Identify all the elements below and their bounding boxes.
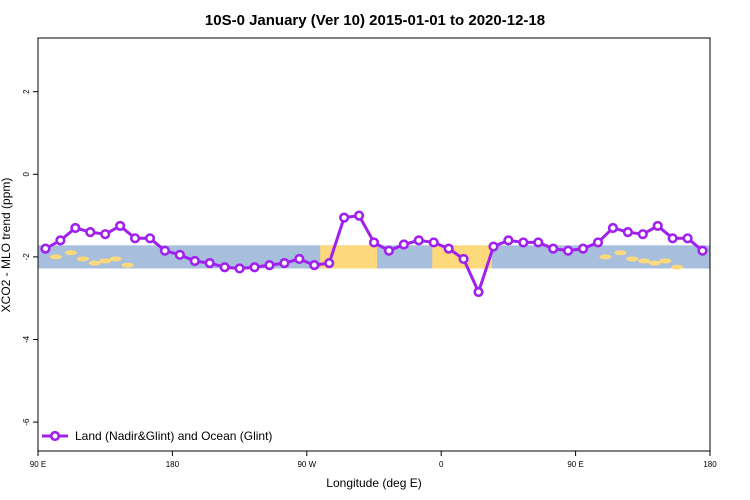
y-tick-label: -4 xyxy=(22,335,31,343)
data-point xyxy=(249,262,260,273)
legend: Land (Nadir&Glint) and Ocean (Glint) xyxy=(42,429,272,443)
data-point xyxy=(682,233,693,244)
island xyxy=(648,260,661,266)
y-tick-label: -6 xyxy=(22,418,31,426)
data-point xyxy=(413,235,424,246)
chart-title: 10S-0 January (Ver 10) 2015-01-01 to 202… xyxy=(205,12,545,29)
data-point xyxy=(339,212,350,223)
island xyxy=(99,258,112,264)
data-point xyxy=(518,237,529,248)
data-point xyxy=(129,233,141,244)
island xyxy=(88,260,101,266)
data-point xyxy=(40,243,51,254)
island xyxy=(121,262,134,268)
data-point xyxy=(204,257,215,269)
data-point xyxy=(144,233,156,244)
y-tick-label: 0 xyxy=(22,172,31,177)
data-point xyxy=(398,239,409,250)
data-point xyxy=(264,260,275,271)
x-tick-label: 90 E xyxy=(30,460,46,469)
legend-marker xyxy=(49,430,61,442)
data-point xyxy=(234,263,245,274)
data-point xyxy=(592,237,604,248)
x-axis-label: Longitude (deg E) xyxy=(326,476,421,490)
data-point xyxy=(607,222,619,234)
data-point xyxy=(219,262,230,273)
data-point xyxy=(563,245,574,256)
data-point xyxy=(100,229,111,240)
island xyxy=(626,256,639,262)
plot-frame xyxy=(37,37,711,452)
y-axis: 2 0 -2 -4 -6 xyxy=(22,89,38,426)
data-point xyxy=(652,220,663,232)
data-point xyxy=(279,257,290,269)
island xyxy=(76,256,89,262)
series-layer xyxy=(40,210,708,298)
data-point xyxy=(697,245,708,256)
legend-label: Land (Nadir&Glint) and Ocean (Glint) xyxy=(75,429,272,443)
y-axis-label: XCO2 - MLO trend (ppm) xyxy=(0,178,13,313)
x-tick-label: 90 E xyxy=(567,460,583,469)
data-point xyxy=(115,220,126,232)
data-point xyxy=(309,260,320,271)
island xyxy=(671,264,684,270)
data-point xyxy=(667,233,678,244)
y-tick-label: 2 xyxy=(22,89,31,94)
data-point xyxy=(637,229,648,240)
data-point xyxy=(159,245,171,256)
island xyxy=(64,250,77,256)
x-tick-label: 90 W xyxy=(297,460,316,469)
island xyxy=(638,258,651,264)
x-axis: 90 E 180 90 W 0 90 E 180 xyxy=(30,451,717,469)
data-point xyxy=(189,255,200,267)
data-point xyxy=(577,243,589,254)
island xyxy=(49,254,62,260)
data-point xyxy=(383,245,395,256)
data-point xyxy=(353,210,365,221)
island xyxy=(614,250,627,256)
data-point xyxy=(443,243,454,254)
data-point xyxy=(488,241,499,252)
island xyxy=(109,256,122,262)
data-point xyxy=(458,253,469,265)
data-point xyxy=(503,235,514,246)
data-point xyxy=(324,257,335,269)
background-map xyxy=(38,245,710,270)
island xyxy=(659,258,672,264)
data-point xyxy=(174,249,185,260)
data-point xyxy=(622,227,633,238)
data-point xyxy=(85,227,96,238)
island xyxy=(599,254,612,260)
data-point xyxy=(428,237,439,248)
data-point xyxy=(548,243,559,254)
data-point xyxy=(368,237,380,248)
y-tick-label: -2 xyxy=(22,253,31,261)
x-tick-label: 180 xyxy=(703,460,717,469)
data-point xyxy=(70,222,81,234)
data-point xyxy=(473,286,484,298)
data-point xyxy=(533,237,544,248)
x-tick-label: 180 xyxy=(166,460,180,469)
data-point xyxy=(294,253,305,265)
data-point xyxy=(55,235,66,246)
x-tick-label: 0 xyxy=(439,460,444,469)
